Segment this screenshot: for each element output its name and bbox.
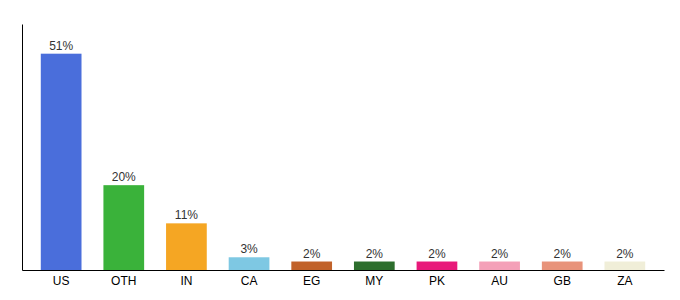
x-tick: GB <box>554 270 571 288</box>
bar <box>103 185 144 270</box>
data-label: 51% <box>49 39 73 53</box>
x-axis-line <box>23 270 665 271</box>
x-tick-label: AU <box>491 274 508 288</box>
x-tick: MY <box>365 270 383 288</box>
x-tick-label: GB <box>554 274 571 288</box>
x-tick-label: EG <box>303 274 320 288</box>
bar <box>417 262 458 270</box>
x-tick-label: MY <box>365 274 383 288</box>
data-label: 2% <box>428 247 446 261</box>
data-label: 2% <box>303 247 321 261</box>
x-tick-label: PK <box>429 274 445 288</box>
x-tick: OTH <box>111 270 136 288</box>
x-tick: IN <box>180 270 192 288</box>
y-axis-line <box>22 25 23 271</box>
data-label: 20% <box>112 170 136 184</box>
bar <box>229 257 270 270</box>
bar <box>41 54 82 270</box>
x-tick: CA <box>241 270 258 288</box>
x-tick: US <box>53 270 70 288</box>
x-tick-label: US <box>53 274 70 288</box>
x-axis: US OTH IN CA EG MY PK AU GB ZA <box>23 270 665 288</box>
data-label: 2% <box>491 247 509 261</box>
x-tick: PK <box>429 270 445 288</box>
x-tick: EG <box>303 270 320 288</box>
data-label: 3% <box>240 242 258 256</box>
data-label: 2% <box>554 247 572 261</box>
chart-svg: US OTH IN CA EG MY PK AU GB ZA 51% 20% 11% 3% 2% 2% 2% 2%… <box>0 0 680 300</box>
bar <box>604 262 645 270</box>
bar <box>542 262 583 270</box>
bar <box>354 262 395 270</box>
bar <box>166 223 207 270</box>
bars <box>41 54 645 270</box>
x-tick: AU <box>491 270 508 288</box>
bar <box>291 262 332 270</box>
y-axis <box>22 25 23 271</box>
chart-container: US OTH IN CA EG MY PK AU GB ZA 51% 20% 11% 3% 2% 2% 2% 2%… <box>0 0 680 300</box>
x-tick-label: CA <box>241 274 258 288</box>
data-label: 2% <box>366 247 384 261</box>
data-label: 11% <box>175 208 198 222</box>
bar <box>479 262 520 270</box>
data-labels: 51% 20% 11% 3% 2% 2% 2% 2% 2% 2% <box>49 39 634 261</box>
x-tick-label: ZA <box>617 274 632 288</box>
x-tick-label: IN <box>180 274 192 288</box>
data-label: 2% <box>616 247 634 261</box>
x-tick-label: OTH <box>111 274 136 288</box>
x-tick: ZA <box>617 270 632 288</box>
plot-area: US OTH IN CA EG MY PK AU GB ZA 51% 20% 11% 3% 2% 2% 2% 2%… <box>23 25 665 288</box>
